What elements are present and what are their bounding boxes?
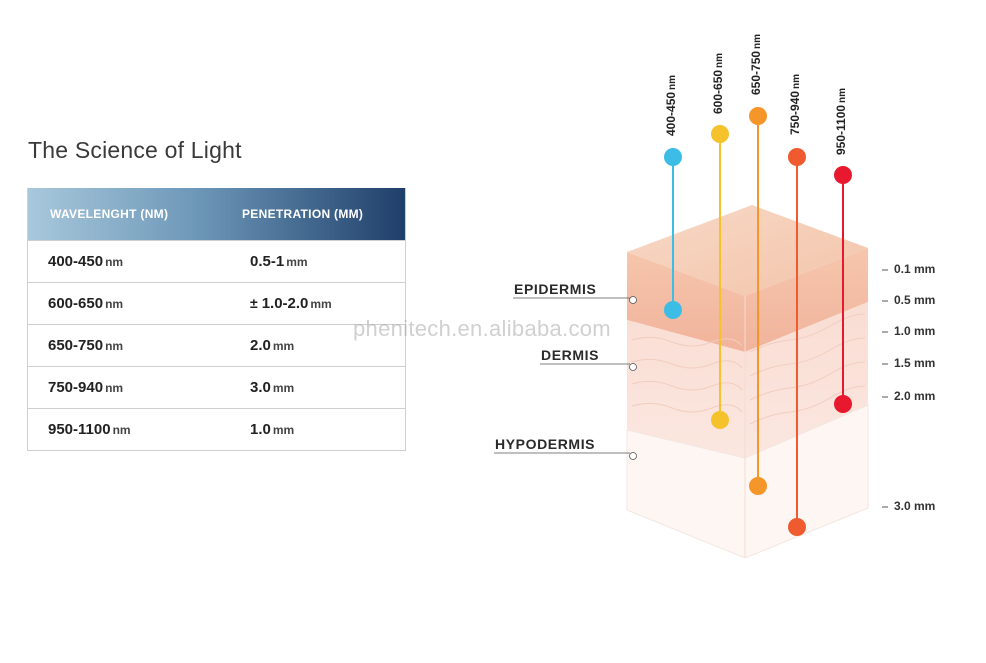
light-beam-400-450 xyxy=(664,148,682,319)
wavelength-label-600-650: 600-650nm xyxy=(711,52,725,114)
depth-label: 3.0 mm xyxy=(894,499,936,513)
epidermis-marker xyxy=(629,296,637,304)
epidermis-layer xyxy=(627,248,868,352)
table-row: 400-450 nm 0.5-1 mm xyxy=(28,240,405,282)
header-wavelength: WAVELENGHT (NM) xyxy=(50,207,169,221)
table-row: 600-650 nm ±1.0-2.0 mm xyxy=(28,282,405,324)
light-beam-600-650 xyxy=(711,125,729,429)
skin-top-face xyxy=(627,205,868,296)
penetration-value: 0.5-1 xyxy=(250,252,285,270)
table-header: WAVELENGHT (NM) PENETRATION (MM) xyxy=(28,188,405,240)
dermis-label: DERMIS xyxy=(541,347,600,363)
penetration-value: 2.0 xyxy=(250,336,271,354)
wavelength-unit: nm xyxy=(105,338,124,353)
hypodermis-label: HYPODERMIS xyxy=(495,436,596,452)
depth-label: 0.5 mm xyxy=(894,293,936,307)
penetration-unit: mm xyxy=(310,296,332,311)
light-beam-750-940 xyxy=(788,148,806,536)
depth-ticks xyxy=(882,269,888,508)
depth-label: 0.1 mm xyxy=(894,262,936,276)
header-penetration: PENETRATION (MM) xyxy=(242,207,364,221)
epidermis-label: EPIDERMIS xyxy=(514,281,597,297)
light-beam-950-1100 xyxy=(834,166,852,413)
table-row: 950-1100 nm 1.0 mm xyxy=(28,408,405,450)
wavelength-label-950-1100: 950-1100nm xyxy=(834,87,848,155)
table-row: 650-750 nm 2.0 mm xyxy=(28,324,405,366)
dermis-texture xyxy=(631,313,866,425)
wavelength-value: 750-940 xyxy=(48,378,104,396)
plus-minus-sign: ± xyxy=(250,294,258,311)
wavelength-value: 400-450 xyxy=(48,252,104,270)
penetration-unit: mm xyxy=(272,338,295,353)
wavelength-label-750-940: 750-940nm xyxy=(788,73,802,135)
depth-label: 1.5 mm xyxy=(894,356,936,370)
penetration-unit: mm xyxy=(286,254,308,269)
wavelength-unit: nm xyxy=(105,254,124,269)
page-title: The Science of Light xyxy=(28,137,242,163)
wavelength-label-650-750: 650-750nm xyxy=(749,33,763,95)
depth-label: 2.0 mm xyxy=(894,389,936,403)
wavelength-unit: nm xyxy=(112,422,131,437)
depth-label: 1.0 mm xyxy=(894,324,936,338)
wavelength-table: WAVELENGHT (NM) PENETRATION (MM) 400-450… xyxy=(27,188,406,451)
light-beam-650-750 xyxy=(749,107,767,495)
dermis-layer xyxy=(627,302,868,458)
penetration-value: 1.0-2.0 xyxy=(261,294,309,312)
penetration-value: 1.0 xyxy=(250,420,271,438)
wavelength-value: 600-650 xyxy=(48,294,104,312)
wavelength-label-400-450: 400-450nm xyxy=(664,74,678,136)
hypodermis-marker xyxy=(629,452,637,460)
wavelength-value: 650-750 xyxy=(48,336,104,354)
table-row: 750-940 nm 3.0 mm xyxy=(28,366,405,408)
penetration-unit: mm xyxy=(272,380,295,395)
watermark: phenitech.en.alibaba.com xyxy=(353,316,611,341)
dermis-marker xyxy=(629,363,637,371)
penetration-value: 3.0 xyxy=(250,378,271,396)
wavelength-value: 950-1100 xyxy=(48,420,111,438)
wavelength-unit: nm xyxy=(105,380,124,395)
penetration-unit: mm xyxy=(272,422,295,437)
wavelength-unit: nm xyxy=(105,296,124,311)
